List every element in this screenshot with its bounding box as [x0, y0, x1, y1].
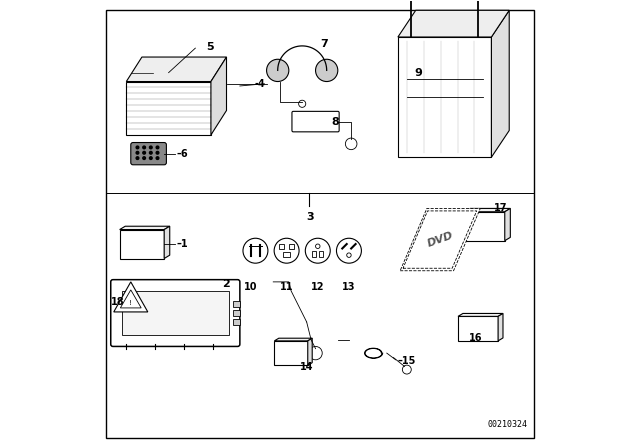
Polygon shape [465, 208, 510, 212]
Circle shape [309, 346, 322, 360]
Circle shape [299, 100, 306, 108]
Bar [233, 310, 240, 316]
Polygon shape [126, 57, 227, 82]
Circle shape [274, 238, 299, 263]
Bar [319, 251, 323, 258]
Circle shape [143, 157, 145, 159]
Polygon shape [211, 57, 227, 135]
Polygon shape [465, 212, 505, 241]
Bar [312, 251, 316, 258]
Text: 5: 5 [207, 42, 214, 52]
Text: 14: 14 [300, 362, 314, 372]
Text: 12: 12 [311, 282, 324, 292]
Circle shape [150, 146, 152, 149]
Circle shape [305, 238, 330, 263]
Polygon shape [126, 82, 211, 135]
Circle shape [136, 157, 139, 159]
Text: 17: 17 [493, 203, 507, 213]
Bar [283, 252, 290, 258]
Polygon shape [505, 208, 510, 241]
Circle shape [156, 157, 159, 159]
Circle shape [156, 146, 159, 149]
Text: 8: 8 [331, 116, 339, 127]
Polygon shape [120, 226, 170, 229]
FancyBboxPatch shape [111, 280, 240, 346]
Polygon shape [308, 338, 312, 366]
Circle shape [150, 157, 152, 159]
Polygon shape [275, 338, 312, 341]
Bar [278, 244, 284, 250]
Text: –6: –6 [177, 149, 188, 159]
Circle shape [136, 146, 139, 149]
Bar [289, 244, 294, 250]
Circle shape [316, 59, 338, 82]
Text: 18: 18 [111, 297, 124, 307]
Polygon shape [398, 10, 509, 37]
Bar [233, 302, 240, 307]
Text: –15: –15 [398, 356, 416, 366]
Text: DVD: DVD [426, 230, 454, 249]
Bar [233, 319, 240, 325]
Circle shape [337, 238, 362, 263]
Circle shape [150, 151, 152, 154]
Polygon shape [120, 290, 141, 308]
Circle shape [243, 238, 268, 263]
Circle shape [156, 151, 159, 154]
Polygon shape [498, 314, 503, 341]
Circle shape [346, 138, 357, 150]
Circle shape [267, 59, 289, 82]
Circle shape [347, 253, 351, 258]
Text: 00210324: 00210324 [487, 420, 527, 429]
Polygon shape [120, 229, 164, 258]
Polygon shape [458, 314, 503, 316]
Text: !: ! [129, 300, 132, 306]
Circle shape [143, 151, 145, 154]
Bar [122, 291, 228, 335]
Circle shape [143, 146, 145, 149]
Polygon shape [492, 10, 509, 157]
FancyBboxPatch shape [131, 142, 166, 165]
Text: 7: 7 [320, 39, 328, 49]
Text: 13: 13 [342, 282, 356, 292]
FancyBboxPatch shape [292, 112, 339, 132]
Text: 9: 9 [415, 68, 422, 78]
Text: 2: 2 [222, 279, 230, 289]
Circle shape [403, 365, 412, 374]
Text: 10: 10 [244, 282, 258, 292]
Circle shape [316, 244, 320, 249]
Polygon shape [164, 226, 170, 258]
Circle shape [136, 151, 139, 154]
Polygon shape [400, 208, 480, 271]
Text: -4: -4 [255, 79, 266, 89]
Text: 16: 16 [469, 333, 483, 343]
Text: 11: 11 [280, 282, 293, 292]
Text: 3: 3 [306, 211, 314, 221]
Polygon shape [275, 341, 308, 366]
Polygon shape [398, 37, 492, 157]
Polygon shape [458, 316, 498, 341]
Text: –1: –1 [177, 239, 188, 249]
Polygon shape [114, 282, 148, 312]
